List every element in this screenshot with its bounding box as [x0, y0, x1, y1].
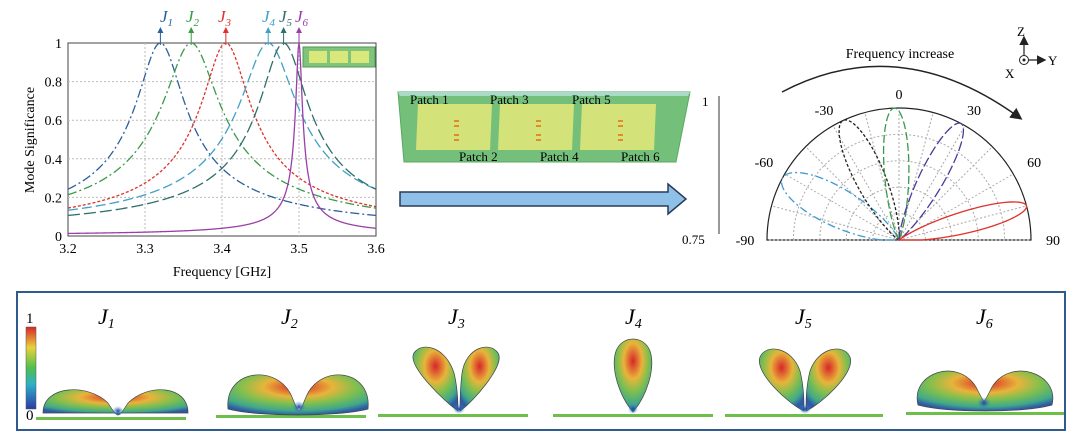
series-j4 — [68, 43, 376, 211]
colorbar — [25, 326, 37, 410]
peak-arrowhead — [296, 27, 302, 33]
frequency-arrow — [781, 65, 1023, 120]
feed-pins — [454, 120, 623, 141]
lobe-1 — [780, 171, 900, 241]
angle-label: 60 — [1027, 156, 1041, 171]
polar-grid — [766, 107, 1032, 241]
y-tick-label: 0 — [55, 230, 62, 245]
polar-spoke — [771, 205, 900, 241]
mode-labels-top: J1 J2 J3 J4 J5 J6 — [160, 7, 309, 29]
mode-label-j3: J3 — [218, 7, 232, 29]
colorbar-max-label: 1 — [26, 311, 34, 327]
pattern-label-j1: J1 — [98, 304, 115, 332]
patch-2-label: Patch 2 — [459, 149, 498, 164]
mode-significance-chart: 3.2 3.3 3.4 3.5 3.6 0 0.2 0.4 0.6 0.8 1 Frequency… — [23, 27, 385, 280]
series-j2 — [68, 43, 376, 209]
polar-spoke — [832, 125, 900, 241]
antenna-array: Patch 1 Patch 2 Patch 3 Patch 4 Patch 5 … — [397, 91, 691, 164]
peak-arrowhead — [188, 27, 195, 33]
series-j1 — [68, 43, 376, 217]
y-axis-label: Mode Significance — [23, 87, 38, 193]
top-figure: 3.2 3.3 3.4 3.5 3.6 0 0.2 0.4 0.6 0.8 1 Frequency… — [23, 7, 1060, 280]
axis-x-label: X — [1005, 66, 1015, 81]
mode-label-j6: J6 — [295, 7, 309, 29]
x-tick-labels: 3.2 3.3 3.4 3.5 3.6 — [59, 242, 385, 257]
y-tick-label: 0.8 — [45, 76, 63, 91]
polar-spoke — [898, 125, 966, 241]
polar-spoke — [864, 112, 900, 241]
mode-label-j5: J5 — [279, 7, 293, 29]
pattern-label-j2: J2 — [281, 304, 298, 332]
angle-label: 30 — [967, 104, 981, 119]
x-tick-label: 3.3 — [136, 242, 154, 257]
x-tick-label: 3.5 — [290, 242, 308, 257]
frequency-increase-label: Frequency increase — [846, 47, 954, 62]
x-axis-label: Frequency [GHz] — [173, 265, 271, 280]
polar-ring — [819, 160, 979, 241]
y-tick-labels: 0 0.2 0.4 0.6 0.8 1 — [45, 37, 63, 245]
angle-labels: -90 -60 -30 0 30 60 90 — [736, 88, 1060, 249]
peak-arrowhead — [222, 27, 229, 33]
axis-y-label: Y — [1048, 53, 1058, 68]
patch-3-label: Patch 3 — [490, 92, 529, 107]
inset-antenna-icon — [302, 46, 376, 68]
y-tick-label: 1 — [55, 37, 62, 52]
polar-spoke — [784, 173, 900, 241]
polar-pattern: 1 0.75 -90 -60 -30 0 30 60 90 Frequency increa… — [682, 24, 1060, 249]
mode-patterns-panel: 1 0 J1 J2 J3 J4 J5 J6 — [16, 291, 1066, 431]
pattern-j5 — [725, 348, 883, 417]
patch-1-label: Patch 1 — [410, 92, 449, 107]
peak-arrows — [157, 27, 302, 45]
angle-label: -60 — [755, 156, 774, 171]
mode-label-j2: J2 — [186, 7, 200, 29]
x-tick-label: 3.6 — [367, 242, 385, 257]
y-tick-label: 0.2 — [45, 191, 63, 206]
peak-arrowhead — [280, 27, 287, 33]
coordinate-axes-icon: Z Y X — [1005, 24, 1058, 81]
flow-arrow — [399, 182, 688, 216]
pattern-label-j3: J3 — [448, 304, 465, 332]
x-tick-label: 3.4 — [213, 242, 231, 257]
lobe-4 — [898, 122, 965, 241]
patch-4-label: Patch 4 — [540, 149, 579, 164]
x-tick-label: 3.2 — [59, 242, 77, 257]
pattern-j2 — [216, 374, 369, 418]
polar-ring — [872, 213, 926, 241]
pattern-label-j5: J5 — [795, 304, 812, 332]
mode-label-j4: J4 — [262, 7, 276, 29]
r-max-label: 1 — [702, 94, 709, 109]
angle-label: -30 — [815, 104, 834, 119]
pattern-label-j6: J6 — [976, 304, 993, 332]
polar-spoke — [898, 205, 1027, 241]
angle-label: 90 — [1046, 234, 1060, 249]
lobe-3 — [882, 107, 910, 241]
series-j3 — [68, 43, 376, 209]
y-tick-label: 0.6 — [45, 114, 63, 129]
angle-label: -90 — [736, 234, 755, 249]
axis-z-label: Z — [1017, 24, 1025, 39]
curves — [68, 43, 376, 235]
pattern-j6 — [906, 370, 1064, 415]
mode-label-j1: J1 — [160, 7, 173, 29]
pattern-j1 — [36, 389, 189, 420]
peak-arrowhead — [157, 27, 164, 33]
peak-arrowhead — [265, 27, 272, 33]
pattern-label-j4: J4 — [625, 304, 642, 332]
patch-5-label: Patch 5 — [572, 92, 611, 107]
angle-label: 0 — [896, 88, 903, 103]
pattern-j3 — [378, 346, 528, 417]
patch-6-label: Patch 6 — [621, 149, 660, 164]
y-tick-label: 0.4 — [45, 153, 63, 168]
pattern-j4 — [553, 338, 713, 417]
colorbar-min-label: 0 — [26, 408, 34, 424]
series-j5 — [68, 43, 376, 217]
series-j6 — [68, 43, 376, 235]
radiation-lobes — [780, 107, 1028, 241]
mode-patterns-svg: 1 0 J1 J2 J3 J4 J5 J6 — [25, 304, 1064, 424]
lobe-5 — [898, 201, 1028, 241]
polar-spoke — [898, 112, 934, 241]
r-min-label: 0.75 — [682, 232, 705, 247]
